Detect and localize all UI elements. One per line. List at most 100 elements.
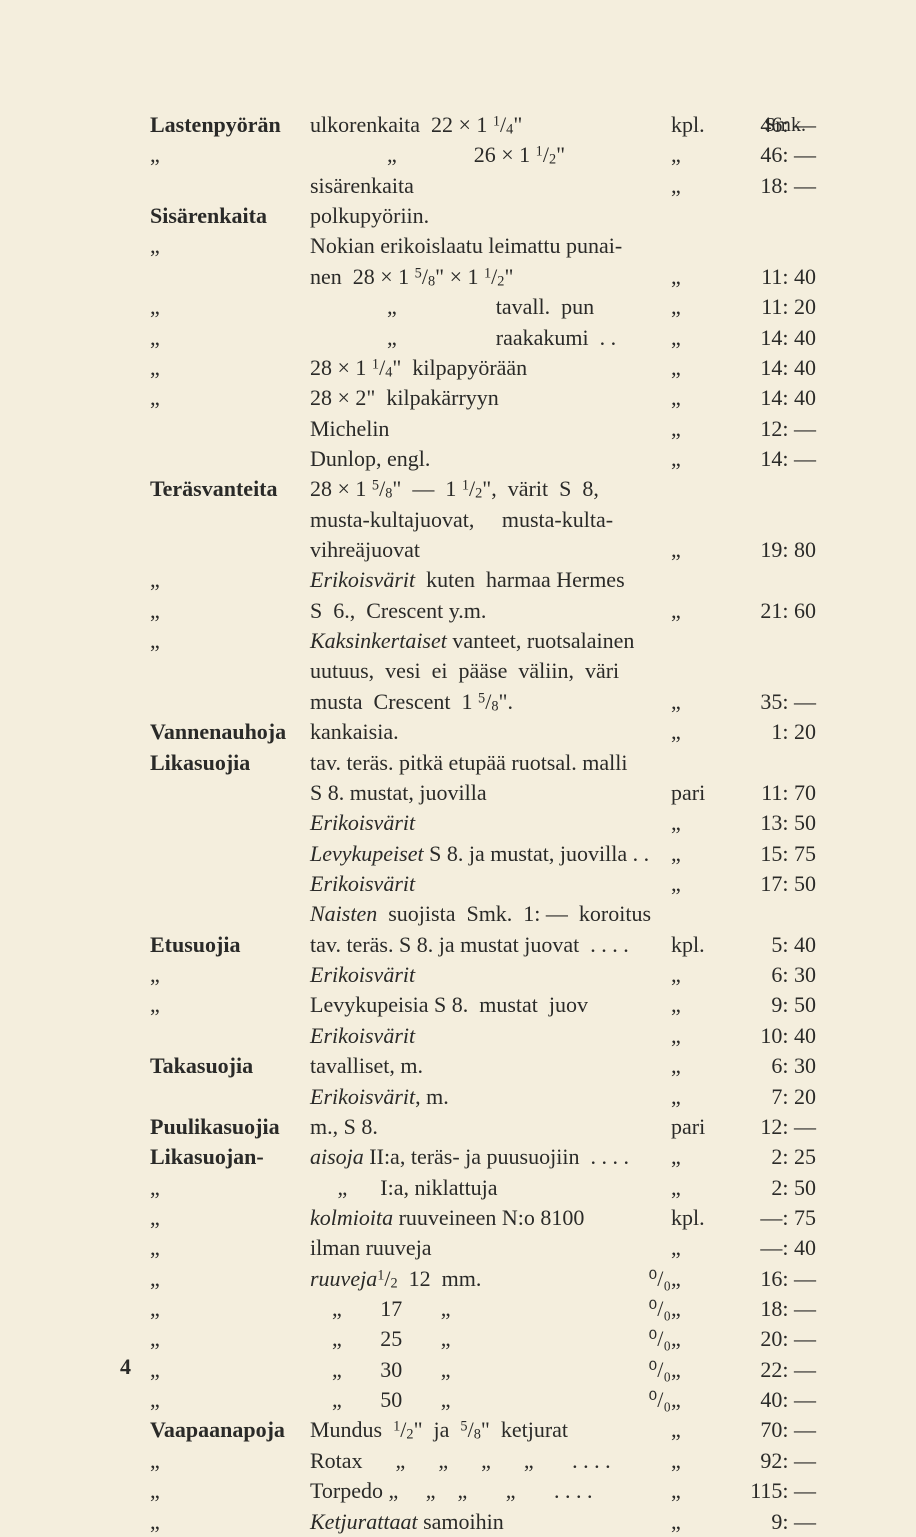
row-description: Nokian erikoislaatu leimattu punai- bbox=[310, 231, 671, 261]
row-description: tav. teräs. S 8. ja mustat juovat . . . … bbox=[310, 930, 671, 960]
row-price: 6: 30 bbox=[726, 960, 816, 990]
row-unit: „ bbox=[671, 1233, 726, 1263]
document-page: Smk. Lastenpyöränulkorenkaita 22 × 1 1/4… bbox=[0, 0, 916, 1440]
row-description: Naisten suojista Smk. 1: — koroitus bbox=[310, 899, 671, 929]
row-price bbox=[726, 656, 816, 686]
row-description: „ 50 „ ⁰/₀ bbox=[310, 1385, 671, 1415]
row-price: 12: — bbox=[726, 1112, 816, 1142]
price-row: musta Crescent 1 5/8".„35: — bbox=[150, 687, 816, 717]
row-label: „ bbox=[150, 383, 310, 413]
row-price: 13: 50 bbox=[726, 808, 816, 838]
row-label bbox=[150, 1021, 310, 1051]
row-unit: „ bbox=[671, 323, 726, 353]
row-label bbox=[150, 262, 310, 292]
row-label bbox=[150, 505, 310, 535]
row-label bbox=[150, 869, 310, 899]
row-unit: pari bbox=[671, 1112, 726, 1142]
row-label: „ bbox=[150, 140, 310, 170]
row-label: Etusuojia bbox=[150, 930, 310, 960]
row-label: „ bbox=[150, 353, 310, 383]
row-label: Teräsvanteita bbox=[150, 474, 310, 504]
row-label bbox=[150, 1082, 310, 1112]
price-row: Etusuojiatav. teräs. S 8. ja mustat juov… bbox=[150, 930, 816, 960]
row-price: 18: — bbox=[726, 1294, 816, 1324]
row-price: 2: 25 bbox=[726, 1142, 816, 1172]
row-unit: kpl. bbox=[671, 1203, 726, 1233]
row-unit: „ bbox=[671, 171, 726, 201]
price-row: „Kaksinkertaiset vanteet, ruotsalainen bbox=[150, 626, 816, 656]
row-label: „ bbox=[150, 1446, 310, 1476]
row-price bbox=[726, 565, 816, 595]
row-label: „ bbox=[150, 1264, 310, 1294]
row-unit: „ bbox=[671, 1082, 726, 1112]
row-price bbox=[726, 231, 816, 261]
row-unit: „ bbox=[671, 1173, 726, 1203]
row-price: 7: 20 bbox=[726, 1082, 816, 1112]
price-row: nen 28 × 1 5/8" × 1 1/2"„11: 40 bbox=[150, 262, 816, 292]
row-unit bbox=[671, 565, 726, 595]
row-description: „ raakakumi . . bbox=[310, 323, 671, 353]
row-label: Sisärenkaita bbox=[150, 201, 310, 231]
row-label bbox=[150, 656, 310, 686]
row-unit: „ bbox=[671, 839, 726, 869]
row-label: „ bbox=[150, 565, 310, 595]
row-label: „ bbox=[150, 1173, 310, 1203]
row-description: Dunlop, engl. bbox=[310, 444, 671, 474]
row-description: kankaisia. bbox=[310, 717, 671, 747]
row-description: sisärenkaita bbox=[310, 171, 671, 201]
row-price: 14: 40 bbox=[726, 323, 816, 353]
price-row: Erikoisvärit„13: 50 bbox=[150, 808, 816, 838]
row-description: ilman ruuveja bbox=[310, 1233, 671, 1263]
price-row: Teräsvanteita28 × 1 5/8" — 1 1/2", värit… bbox=[150, 474, 816, 504]
price-row: Vannenauhojakankaisia. „1: 20 bbox=[150, 717, 816, 747]
row-price: 18: — bbox=[726, 171, 816, 201]
row-unit: „ bbox=[671, 414, 726, 444]
row-price: 2: 50 bbox=[726, 1173, 816, 1203]
price-row: Likasuojan-aisoja II:a, teräs- ja puusuo… bbox=[150, 1142, 816, 1172]
row-unit: „ bbox=[671, 1294, 726, 1324]
price-row: Likasuojiatav. teräs. pitkä etupää ruots… bbox=[150, 748, 816, 778]
row-price: 16: — bbox=[726, 1264, 816, 1294]
row-description: Erikoisvärit bbox=[310, 1021, 671, 1051]
price-row: Michelin„12: — bbox=[150, 414, 816, 444]
row-unit: „ bbox=[671, 717, 726, 747]
price-list-table: Lastenpyöränulkorenkaita 22 × 1 1/4"kpl.… bbox=[150, 110, 816, 1537]
row-label: Vannenauhoja bbox=[150, 717, 310, 747]
row-price: 10: 40 bbox=[726, 1021, 816, 1051]
row-label: Lastenpyörän bbox=[150, 110, 310, 140]
row-label: „ bbox=[150, 990, 310, 1020]
row-description: aisoja II:a, teräs- ja puusuojiin . . . … bbox=[310, 1142, 671, 1172]
row-description: Erikoisvärit, m. bbox=[310, 1082, 671, 1112]
row-unit: „ bbox=[671, 808, 726, 838]
row-unit: „ bbox=[671, 140, 726, 170]
row-description: kolmioita ruuveineen N:o 8100 bbox=[310, 1203, 671, 1233]
row-label bbox=[150, 778, 310, 808]
row-description: nen 28 × 1 5/8" × 1 1/2" bbox=[310, 262, 671, 292]
price-row: „ „ 50 „ ⁰/₀„40: — bbox=[150, 1385, 816, 1415]
row-label: Likasuojan- bbox=[150, 1142, 310, 1172]
row-price: 22: — bbox=[726, 1355, 816, 1385]
price-row: Puulikasuojiam., S 8.pari12: — bbox=[150, 1112, 816, 1142]
row-unit: „ bbox=[671, 535, 726, 565]
price-row: „ „ 26 × 1 1/2"„46: — bbox=[150, 140, 816, 170]
row-price: 19: 80 bbox=[726, 535, 816, 565]
row-unit: „ bbox=[671, 687, 726, 717]
row-description: 28 × 2" kilpakärryyn bbox=[310, 383, 671, 413]
row-price: 14: 40 bbox=[726, 383, 816, 413]
row-price: 21: 60 bbox=[726, 596, 816, 626]
row-price: 11: 40 bbox=[726, 262, 816, 292]
price-row: „Rotax „ „ „ „ . . . .„92: — bbox=[150, 1446, 816, 1476]
row-unit: „ bbox=[671, 960, 726, 990]
row-price: 20: — bbox=[726, 1324, 816, 1354]
row-description: uutuus, vesi ei pääse väliin, väri bbox=[310, 656, 671, 686]
row-unit: „ bbox=[671, 383, 726, 413]
price-row: Takasuojiatavalliset, m. „6: 30 bbox=[150, 1051, 816, 1081]
price-row: „Erikoisvärit „6: 30 bbox=[150, 960, 816, 990]
row-price bbox=[726, 626, 816, 656]
row-description: „ 26 × 1 1/2" bbox=[310, 140, 671, 170]
row-price bbox=[726, 201, 816, 231]
row-price bbox=[726, 505, 816, 535]
row-unit: kpl. bbox=[671, 930, 726, 960]
row-label bbox=[150, 414, 310, 444]
price-row: Erikoisvärit„17: 50 bbox=[150, 869, 816, 899]
